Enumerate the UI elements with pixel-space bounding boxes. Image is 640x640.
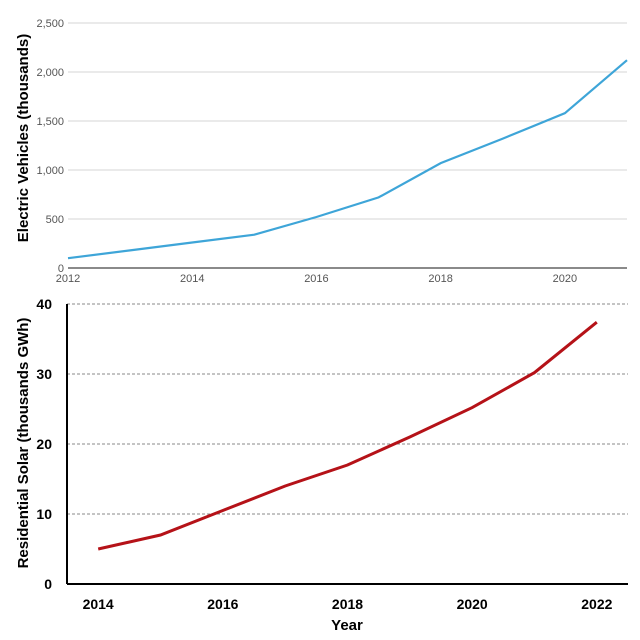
solar-x-tick-label: 2022 [581, 596, 612, 612]
ev-x-tick-label: 2016 [304, 273, 328, 285]
solar-y-tick-label: 0 [44, 576, 52, 592]
ev-x-tick-labels: 2012 2014 2016 2018 2020 [56, 273, 577, 285]
ev-y-tick-labels: 0 500 1,000 1,500 2,000 2,500 [36, 18, 64, 275]
ev-series-line [67, 59, 628, 260]
ev-x-tick-label: 2020 [553, 273, 577, 285]
solar-gridlines [67, 303, 628, 515]
ev-y-tick-label: 1,500 [36, 116, 64, 128]
ev-y-tick-label: 0 [58, 263, 64, 275]
ev-x-tick-label: 2012 [56, 273, 80, 285]
solar-x-tick-label: 2018 [332, 596, 363, 612]
solar-x-tick-label: 2020 [457, 596, 488, 612]
ev-y-tick-label: 1,000 [36, 165, 64, 177]
solar-x-tick-label: 2016 [207, 596, 238, 612]
solar-x-tick-label: 2014 [83, 596, 114, 612]
solar-x-axis-title: Year [331, 617, 363, 634]
ev-x-tick-label: 2018 [428, 273, 452, 285]
solar-y-tick-label: 10 [36, 506, 52, 522]
solar-y-tick-labels: 0 10 20 30 40 [36, 296, 52, 592]
ev-x-tick-label: 2014 [180, 273, 204, 285]
ev-gridlines [68, 22, 627, 269]
solar-y-tick-label: 20 [36, 436, 52, 452]
ev-y-tick-label: 2,500 [36, 18, 64, 30]
solar-chart: 0 10 20 30 40 2014 2016 2018 2020 2022 Residenti… [15, 296, 628, 634]
ev-y-tick-label: 2,000 [36, 67, 64, 79]
solar-series-line [97, 321, 598, 551]
solar-y-tick-label: 30 [36, 366, 52, 382]
ev-y-tick-label: 500 [46, 214, 64, 226]
solar-y-tick-label: 40 [36, 296, 52, 312]
ev-y-axis-title: Electric Vehicles (thousands) [15, 34, 32, 242]
solar-y-axis-title: Residential Solar (thousands GWh) [15, 318, 32, 569]
solar-x-tick-labels: 2014 2016 2018 2020 2022 [83, 596, 613, 612]
